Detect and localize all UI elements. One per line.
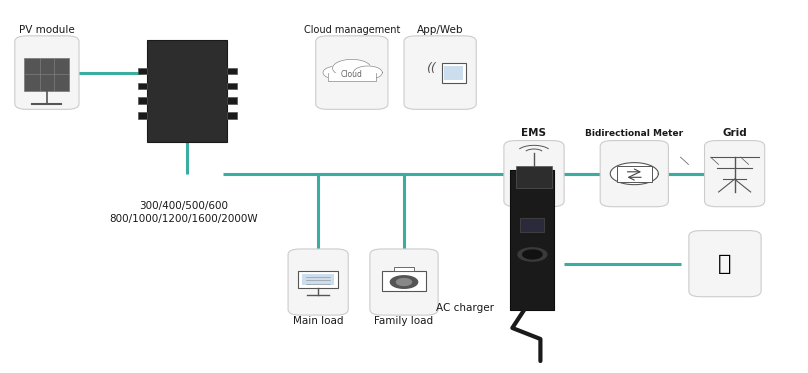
Polygon shape <box>353 66 382 79</box>
Text: PV module: PV module <box>19 25 75 35</box>
Polygon shape <box>333 59 371 77</box>
FancyBboxPatch shape <box>404 36 476 109</box>
Bar <box>394 267 414 271</box>
Text: AC charger: AC charger <box>436 303 494 313</box>
Bar <box>442 63 465 83</box>
Bar <box>328 73 376 81</box>
Bar <box>24 58 69 91</box>
Bar <box>137 68 147 75</box>
Text: EMS: EMS <box>521 128 546 138</box>
Polygon shape <box>397 279 411 285</box>
FancyBboxPatch shape <box>370 249 438 315</box>
FancyBboxPatch shape <box>288 249 348 315</box>
Text: 🚗: 🚗 <box>718 254 732 274</box>
Text: ((: (( <box>426 62 436 75</box>
Bar <box>147 40 228 142</box>
Polygon shape <box>610 163 659 185</box>
FancyBboxPatch shape <box>316 36 388 109</box>
Text: Family load: Family load <box>374 316 434 326</box>
Bar <box>228 112 237 119</box>
Text: Grid: Grid <box>722 128 747 138</box>
Text: Main load: Main load <box>292 316 343 326</box>
Text: Cloud management: Cloud management <box>304 25 400 35</box>
Bar <box>520 218 545 232</box>
Bar <box>617 166 652 182</box>
Bar <box>137 82 147 89</box>
Bar <box>228 97 237 104</box>
FancyBboxPatch shape <box>504 141 564 207</box>
Bar <box>228 68 237 75</box>
Polygon shape <box>518 248 547 261</box>
Bar <box>444 66 463 80</box>
Text: 300/400/500/600
800/1000/1200/1600/2000W: 300/400/500/600 800/1000/1200/1600/2000W <box>109 201 258 225</box>
Text: Cloud: Cloud <box>341 70 363 79</box>
FancyBboxPatch shape <box>600 141 668 207</box>
FancyBboxPatch shape <box>705 141 764 207</box>
Bar <box>511 170 554 310</box>
Bar <box>228 82 237 89</box>
Bar <box>298 271 339 288</box>
Bar <box>137 112 147 119</box>
Text: Bidirectional Meter: Bidirectional Meter <box>585 129 684 138</box>
Bar <box>516 166 552 188</box>
FancyBboxPatch shape <box>689 231 761 297</box>
Text: App/Web: App/Web <box>417 25 463 35</box>
Bar <box>381 271 427 291</box>
FancyBboxPatch shape <box>15 36 79 109</box>
Bar <box>137 97 147 104</box>
Polygon shape <box>523 250 542 259</box>
Bar <box>302 274 335 285</box>
Polygon shape <box>390 276 418 288</box>
Polygon shape <box>323 66 351 79</box>
